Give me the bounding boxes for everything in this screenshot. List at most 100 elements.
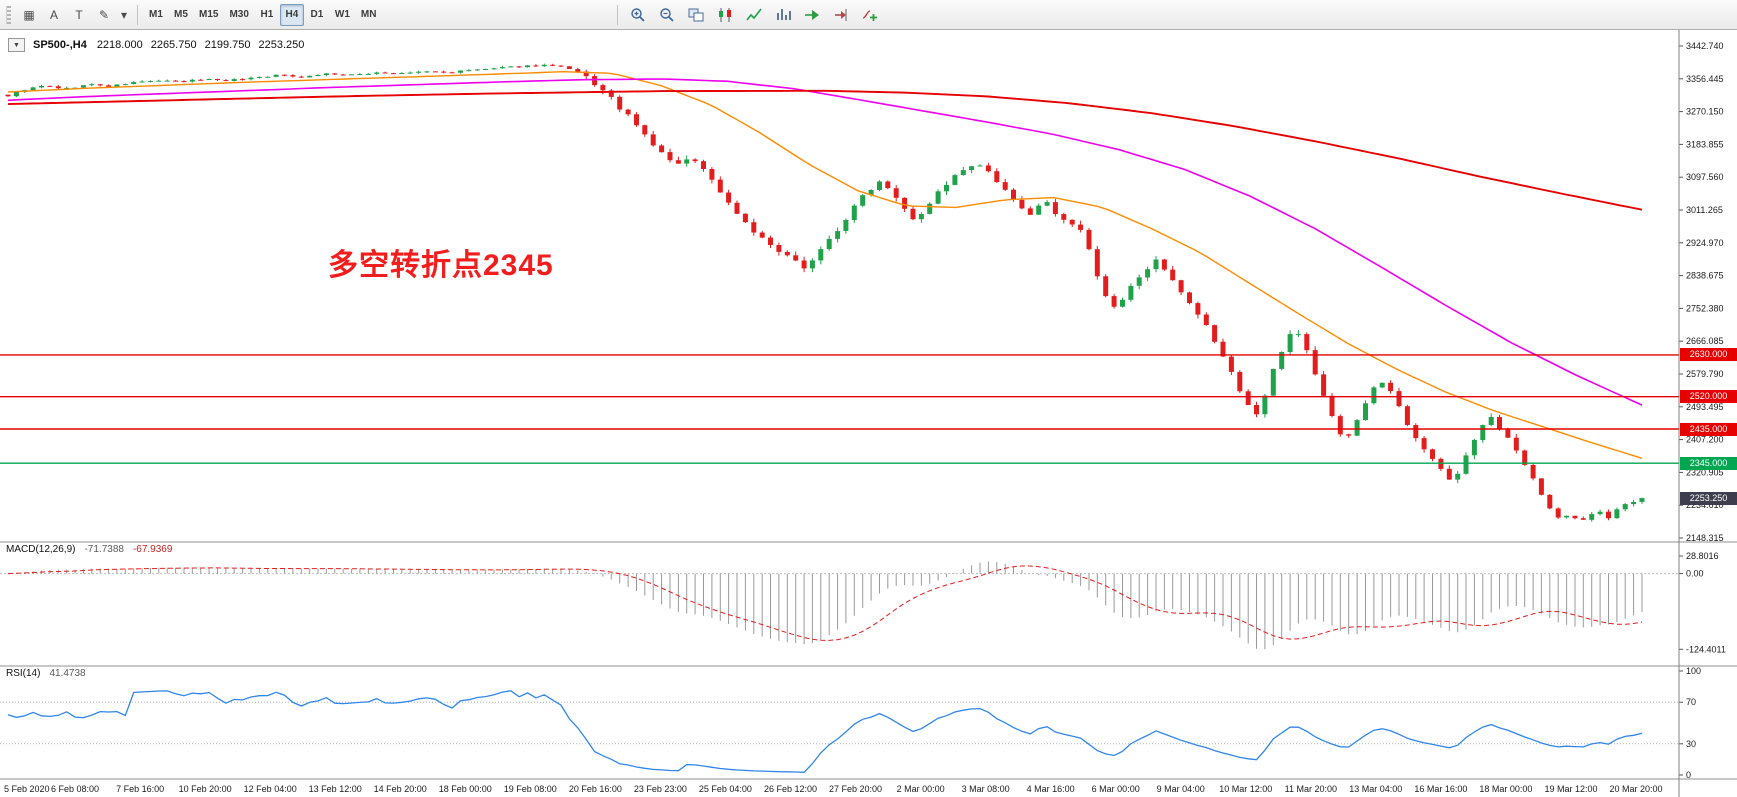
- zoom-out-icon[interactable]: [653, 4, 681, 26]
- candlestick-chart-icon[interactable]: [711, 4, 739, 26]
- tick-chart-icon[interactable]: ▦: [23, 7, 35, 22]
- draw-tools-icon[interactable]: ✎: [98, 7, 110, 22]
- main-chart-svg[interactable]: 3442.740 3356.445 3270.150 3183.855 3097.560…: [0, 30, 1737, 797]
- timeframe-h1-button[interactable]: H1: [260, 9, 274, 20]
- time-axis-label: 4 Mar 16:00: [1027, 784, 1075, 794]
- price-tick-label: 3183.855: [1686, 139, 1724, 149]
- trend-annotation: 多空转折点2345: [328, 249, 554, 282]
- time-axis-label: 18 Mar 00:00: [1479, 784, 1532, 794]
- time-axis-label: 12 Feb 04:00: [244, 784, 297, 794]
- time-axis-label: 16 Mar 16:00: [1414, 784, 1467, 794]
- timeframe-m30-button[interactable]: M30: [229, 9, 249, 20]
- price-tick-label: 3011.265: [1686, 205, 1723, 215]
- symbol-period-label: SP500-,H4: [33, 39, 87, 51]
- time-axis-label: 20 Feb 16:00: [569, 784, 622, 794]
- toolbar-separator: [137, 4, 138, 25]
- main-toolbar: ▦ A T ✎ ▾ M1 M5 M15 M30 H1 H4 D1 W1 MN: [0, 0, 1737, 30]
- time-axis-label: 20 Mar 20:00: [1609, 784, 1662, 794]
- price-tick-label: 2320.905: [1686, 467, 1724, 477]
- price-tick-label: 2924.970: [1686, 238, 1724, 248]
- time-axis-label: 11 Mar 20:00: [1285, 784, 1337, 794]
- chart-shift-icon[interactable]: [827, 4, 855, 26]
- time-axis-label: 13 Mar 04:00: [1349, 784, 1402, 794]
- indicators-icon[interactable]: [856, 4, 884, 26]
- price-tick-label: 3442.740: [1686, 41, 1724, 51]
- price-tick-label: 2234.610: [1686, 500, 1724, 510]
- rsi-name: RSI(14): [6, 668, 41, 679]
- time-axis-label: 19 Feb 08:00: [504, 784, 557, 794]
- time-axis-label: 27 Feb 20:00: [829, 784, 882, 794]
- toolbar-separator: [617, 4, 619, 25]
- rsi-value: 41.4738: [49, 668, 86, 679]
- macd-tick-label: 28.8016: [1686, 551, 1719, 561]
- level-price-badge: 2520.000: [1680, 390, 1737, 404]
- time-axis-label: 19 Mar 12:00: [1544, 784, 1597, 794]
- price-tick-label: 3356.445: [1686, 74, 1724, 84]
- macd-indicator-label: MACD(12,26,9) -71.7388 -67.9369: [6, 544, 172, 555]
- candles-layer: [5, 63, 1645, 522]
- ma-mid-line: [7, 78, 1643, 406]
- price-tick-label: 2407.200: [1686, 435, 1724, 445]
- time-axis-label: 6 Mar 00:00: [1092, 784, 1140, 794]
- charts-toolbar: [624, 4, 884, 26]
- toolbar-handle[interactable]: [6, 5, 11, 24]
- timeframe-h4-button[interactable]: H4: [279, 3, 304, 26]
- level-price-badge: 2435.000: [1680, 422, 1737, 436]
- rsi-line: [7, 690, 1643, 773]
- line-chart-icon[interactable]: [740, 4, 768, 26]
- timeframe-m15-button[interactable]: M15: [199, 9, 219, 20]
- rsi-tick-label: 0: [1686, 770, 1691, 780]
- level-price-badge: 2345.000: [1680, 456, 1737, 470]
- bar-chart-icon[interactable]: [769, 4, 797, 26]
- time-axis-label: 25 Feb 04:00: [699, 784, 752, 794]
- price-tick-label: 2838.675: [1686, 271, 1724, 281]
- macd-tick-label: -124.4011: [1686, 644, 1726, 654]
- arrow-tool-icon[interactable]: A: [49, 7, 58, 22]
- time-axis-label: 3 Mar 08:00: [962, 784, 1010, 794]
- timeframes-toolbar: M1 M5 M15 M30 H1 H4 D1 W1 MN: [144, 3, 381, 26]
- ohlc-high-value: 2265.750: [150, 39, 197, 51]
- level-price-badge: 2630.000: [1680, 348, 1737, 362]
- line-studies-toolbar: ▦ A T ✎ ▾: [17, 4, 131, 26]
- time-axis-label: 14 Feb 20:00: [374, 784, 427, 794]
- price-tick-label: 2666.085: [1686, 336, 1724, 346]
- text-tool-icon[interactable]: T: [75, 7, 83, 22]
- price-tick-label: 3097.560: [1686, 172, 1724, 182]
- price-tick-label: 2493.495: [1686, 402, 1724, 412]
- timeframe-w1-button[interactable]: W1: [334, 9, 350, 20]
- time-axis-label: 5 Feb 2020: [4, 784, 50, 794]
- ohlc-open-value: 2218.000: [96, 39, 143, 51]
- time-axis-label: 6 Feb 08:00: [51, 784, 99, 794]
- rsi-indicator-label: RSI(14) 41.4738: [6, 668, 86, 679]
- time-axis-label: 2 Mar 00:00: [897, 784, 945, 794]
- auto-scroll-icon[interactable]: [798, 4, 826, 26]
- ohlc-close-value: 2253.250: [258, 39, 305, 51]
- time-axis-label: 7 Feb 16:00: [116, 784, 164, 794]
- zoom-in-icon[interactable]: [624, 4, 652, 26]
- one-click-trading-button[interactable]: ▼: [8, 38, 25, 52]
- ma-slow-line: [7, 89, 1643, 211]
- time-axis-label: 26 Feb 12:00: [764, 784, 817, 794]
- macd-main-value: -71.7388: [84, 544, 124, 555]
- tile-windows-icon[interactable]: [682, 4, 710, 26]
- time-axis-label: 23 Feb 23:00: [634, 784, 687, 794]
- rsi-tick-label: 70: [1686, 697, 1696, 707]
- timeframe-m5-button[interactable]: M5: [174, 9, 188, 20]
- draw-tools-dropdown-icon[interactable]: ▾: [120, 7, 128, 22]
- current-price-badge: 2253.250: [1680, 491, 1737, 505]
- timeframe-mn-button[interactable]: MN: [360, 9, 377, 20]
- macd-signal-value: -67.9369: [132, 544, 173, 555]
- timeframe-d1-button[interactable]: D1: [310, 9, 324, 20]
- price-tick-label: 2579.790: [1686, 369, 1724, 379]
- time-axis-label: 9 Mar 04:00: [1157, 784, 1205, 794]
- chart-info-line: ▼ SP500-,H4 2218.000 2265.750 2199.750 2…: [8, 38, 312, 52]
- timeframe-m1-button[interactable]: M1: [149, 9, 163, 20]
- macd-tick-label: 0.00: [1686, 569, 1704, 579]
- time-axis-label: 13 Feb 12:00: [309, 784, 362, 794]
- price-tick-label: 2752.380: [1686, 303, 1724, 313]
- price-tick-label: 2148.315: [1686, 533, 1724, 543]
- time-axis-label: 10 Mar 12:00: [1219, 784, 1272, 794]
- price-tick-label: 3270.150: [1686, 107, 1724, 117]
- time-axis-label: 10 Feb 20:00: [179, 784, 232, 794]
